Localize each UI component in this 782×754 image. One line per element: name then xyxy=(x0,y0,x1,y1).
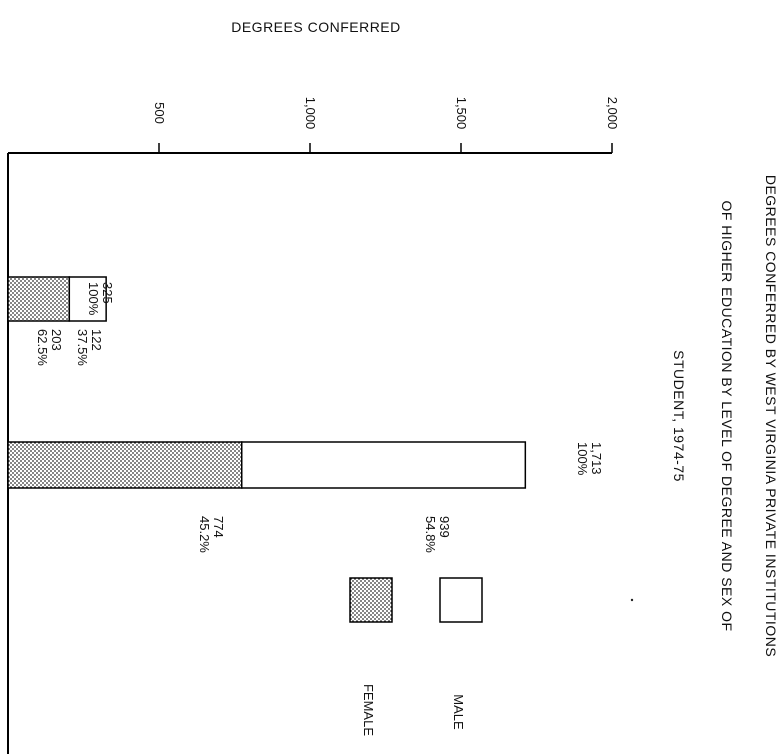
legend-label-male: MALE xyxy=(451,694,466,730)
chart-title: DEGREES CONFERRED BY WEST VIRGINIA PRIVA… xyxy=(671,175,779,657)
value-ticks: 500 1,000 1,500 2,000 xyxy=(152,97,620,153)
chart-title-line-1: DEGREES CONFERRED BY WEST VIRGINIA PRIVA… xyxy=(763,175,779,657)
legend-swatch-female xyxy=(349,577,393,623)
bar-male xyxy=(240,441,527,489)
total-label-pct: 100% xyxy=(86,282,101,316)
total-label-value: 325 xyxy=(100,282,115,304)
total-label-pct: 100% xyxy=(575,442,590,476)
total-label-value: 1,713 xyxy=(589,442,604,475)
legend: MALE FEMALE xyxy=(349,577,483,736)
legend-label-female: FEMALE xyxy=(361,684,376,736)
chart-title-line-3: STUDENT, 1974-75 xyxy=(671,350,687,482)
stray-dot xyxy=(630,598,634,602)
value-axis-title: DEGREES CONFERRED xyxy=(231,19,401,35)
male-label-value: 939 xyxy=(437,516,452,538)
chart-title-line-2: OF HIGHER EDUCATION BY LEVEL OF DEGREE A… xyxy=(719,200,735,631)
bar-female xyxy=(7,276,71,322)
female-label-value: 774 xyxy=(211,516,226,538)
bars xyxy=(7,276,527,489)
bar-female xyxy=(7,441,243,489)
female-label-value: 203 xyxy=(49,329,64,351)
tick-label: 2,000 xyxy=(605,97,620,130)
male-label-pct: 54.8% xyxy=(423,516,438,553)
tick-label: 1,000 xyxy=(303,97,318,130)
data-labels: 325100%12237.5%20362.5%1,713100%93954.8%… xyxy=(35,282,604,553)
tick-label: 500 xyxy=(152,102,167,124)
tick-label: 1,500 xyxy=(454,97,469,130)
male-label-pct: 37.5% xyxy=(75,329,90,366)
legend-swatch-male xyxy=(439,577,483,623)
female-label-pct: 62.5% xyxy=(35,329,50,366)
female-label-pct: 45.2% xyxy=(197,516,212,553)
male-label-value: 122 xyxy=(89,329,104,351)
bar-male xyxy=(68,276,107,322)
